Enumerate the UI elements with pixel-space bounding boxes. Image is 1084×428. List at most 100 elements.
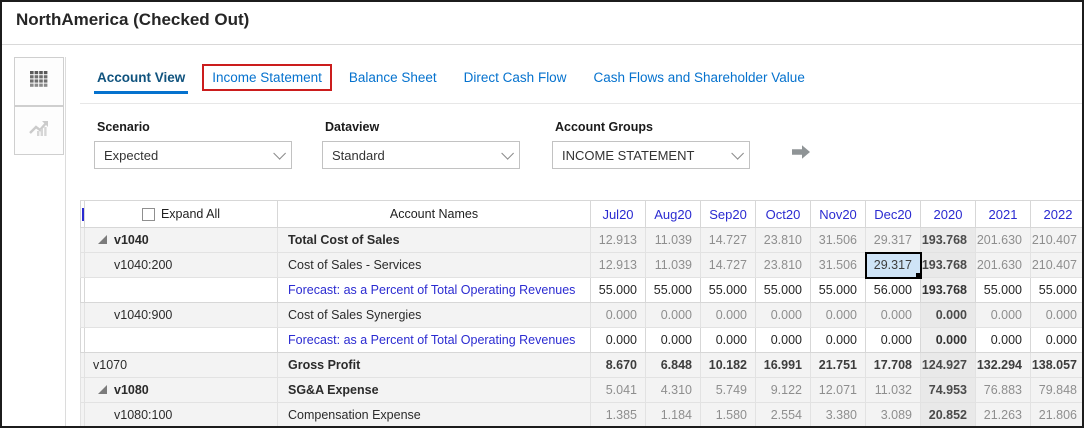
value-cell[interactable]: 17.708 (865, 352, 921, 378)
collapse-triangle-icon[interactable] (98, 235, 107, 244)
value-cell[interactable]: 0.000 (865, 327, 921, 353)
period-header-dec20[interactable]: Dec20 (865, 200, 921, 228)
value-cell[interactable]: 0.000 (975, 302, 1031, 328)
value-cell[interactable]: 193.768 (920, 252, 976, 278)
value-cell[interactable]: 138.057 (1030, 352, 1084, 378)
value-cell[interactable]: 12.913 (590, 252, 646, 278)
period-header-2021[interactable]: 2021 (975, 200, 1031, 228)
account-name-cell[interactable]: Total Cost of Sales (277, 227, 591, 253)
value-cell[interactable]: 12.071 (810, 377, 866, 403)
value-cell[interactable]: 0.000 (755, 327, 811, 353)
value-cell[interactable]: 201.630 (975, 252, 1031, 278)
account-code-cell[interactable]: v1040:900 (84, 302, 278, 328)
value-cell[interactable]: 55.000 (755, 277, 811, 303)
period-header-aug20[interactable]: Aug20 (645, 200, 701, 228)
value-cell[interactable]: 1.580 (700, 402, 756, 428)
value-cell[interactable]: 0.000 (865, 302, 921, 328)
tab-income-statement[interactable]: Income Statement (202, 64, 332, 91)
value-cell[interactable]: 0.000 (810, 302, 866, 328)
value-cell[interactable]: 9.122 (755, 377, 811, 403)
value-cell[interactable]: 23.810 (755, 227, 811, 253)
grid-view-button[interactable] (14, 57, 64, 106)
value-cell[interactable]: 1.385 (590, 402, 646, 428)
value-cell[interactable]: 0.000 (700, 327, 756, 353)
forecast-method-link[interactable]: Forecast: as a Percent of Total Operatin… (277, 327, 591, 353)
selected-value-cell[interactable]: 29.317 (864, 251, 922, 279)
value-cell[interactable]: 74.953 (920, 377, 976, 403)
value-cell[interactable]: 0.000 (590, 327, 646, 353)
value-cell[interactable]: 16.991 (755, 352, 811, 378)
value-cell[interactable]: 11.039 (645, 227, 701, 253)
value-cell[interactable]: 3.089 (865, 402, 921, 428)
account-code-cell[interactable]: v1080:100 (84, 402, 278, 428)
value-cell[interactable]: 201.630 (975, 227, 1031, 253)
value-cell[interactable]: 0.000 (645, 327, 701, 353)
value-cell[interactable]: 79.848 (1030, 377, 1084, 403)
tab-balance-sheet[interactable]: Balance Sheet (348, 70, 437, 85)
value-cell[interactable]: 0.000 (920, 327, 976, 353)
period-header-2020[interactable]: 2020 (920, 200, 976, 228)
value-cell[interactable]: 12.913 (590, 227, 646, 253)
value-cell[interactable]: 0.000 (645, 302, 701, 328)
value-cell[interactable]: 0.000 (755, 302, 811, 328)
value-cell[interactable]: 31.506 (810, 227, 866, 253)
value-cell[interactable]: 0.000 (700, 302, 756, 328)
value-cell[interactable]: 10.182 (700, 352, 756, 378)
value-cell[interactable]: 210.407 (1030, 227, 1084, 253)
value-cell[interactable]: 29.317 (865, 227, 921, 253)
account-code-cell[interactable]: v1080 (84, 377, 278, 403)
value-cell[interactable]: 6.848 (645, 352, 701, 378)
value-cell[interactable]: 5.041 (590, 377, 646, 403)
account-name-cell[interactable]: Cost of Sales Synergies (277, 302, 591, 328)
value-cell[interactable]: 11.039 (645, 252, 701, 278)
account-code-cell[interactable] (84, 327, 278, 353)
value-cell[interactable]: 193.768 (920, 277, 976, 303)
tab-cash-flows-shareholder-value[interactable]: Cash Flows and Shareholder Value (593, 70, 805, 85)
value-cell[interactable]: 1.184 (645, 402, 701, 428)
period-header-jul20[interactable]: Jul20 (590, 200, 646, 228)
value-cell[interactable]: 8.670 (590, 352, 646, 378)
period-header-oct20[interactable]: Oct20 (755, 200, 811, 228)
value-cell[interactable]: 23.810 (755, 252, 811, 278)
account-code-cell[interactable]: v1040 (84, 227, 278, 253)
expand-all-checkbox[interactable] (141, 207, 155, 221)
value-cell[interactable]: 193.768 (920, 227, 976, 253)
value-cell[interactable]: 0.000 (810, 327, 866, 353)
scenario-select[interactable]: Expected (94, 141, 292, 169)
dataview-select[interactable]: Standard (322, 141, 520, 169)
account-name-cell[interactable]: Gross Profit (277, 352, 591, 378)
value-cell[interactable]: 0.000 (1030, 327, 1084, 353)
value-cell[interactable]: 55.000 (1030, 277, 1084, 303)
value-cell[interactable]: 3.380 (810, 402, 866, 428)
value-cell[interactable]: 0.000 (975, 327, 1031, 353)
value-cell[interactable]: 31.506 (810, 252, 866, 278)
value-cell[interactable]: 5.749 (700, 377, 756, 403)
collapse-triangle-icon[interactable] (98, 385, 107, 394)
tab-account-view[interactable]: Account View (93, 70, 189, 94)
forecast-method-link[interactable]: Forecast: as a Percent of Total Operatin… (277, 277, 591, 303)
account-code-cell[interactable] (84, 277, 278, 303)
value-cell[interactable]: 55.000 (590, 277, 646, 303)
value-cell[interactable]: 124.927 (920, 352, 976, 378)
account-groups-select[interactable]: INCOME STATEMENT (552, 141, 750, 169)
account-code-cell[interactable]: v1040:200 (84, 252, 278, 278)
account-name-cell[interactable]: Cost of Sales - Services (277, 252, 591, 278)
value-cell[interactable]: 14.727 (700, 227, 756, 253)
value-cell[interactable]: 55.000 (810, 277, 866, 303)
value-cell[interactable]: 55.000 (645, 277, 701, 303)
value-cell[interactable]: 0.000 (920, 302, 976, 328)
value-cell[interactable]: 21.751 (810, 352, 866, 378)
value-cell[interactable]: 76.883 (975, 377, 1031, 403)
value-cell[interactable]: 0.000 (1030, 302, 1084, 328)
value-cell[interactable]: 132.294 (975, 352, 1031, 378)
period-header-sep20[interactable]: Sep20 (700, 200, 756, 228)
value-cell[interactable]: 4.310 (645, 377, 701, 403)
account-name-cell[interactable]: Compensation Expense (277, 402, 591, 428)
period-header-nov20[interactable]: Nov20 (810, 200, 866, 228)
value-cell[interactable]: 11.032 (865, 377, 921, 403)
account-name-cell[interactable]: SG&A Expense (277, 377, 591, 403)
tab-direct-cash-flow[interactable]: Direct Cash Flow (463, 70, 567, 85)
value-cell[interactable]: 55.000 (975, 277, 1031, 303)
apply-arrow-button[interactable] (788, 141, 814, 167)
value-cell[interactable]: 56.000 (865, 277, 921, 303)
